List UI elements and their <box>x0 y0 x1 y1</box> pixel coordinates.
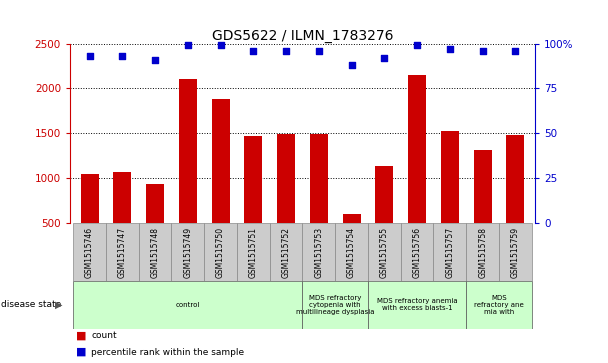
Point <box>282 48 291 54</box>
Bar <box>113 172 131 268</box>
Text: ■: ■ <box>76 347 86 357</box>
Bar <box>237 223 270 281</box>
Text: GSM1515747: GSM1515747 <box>118 227 127 278</box>
Text: MDS
refractory ane
mia with: MDS refractory ane mia with <box>474 295 524 315</box>
Text: GSM1515753: GSM1515753 <box>314 227 323 278</box>
Point <box>347 62 356 68</box>
Text: control: control <box>176 302 200 308</box>
Bar <box>277 134 295 268</box>
Title: GDS5622 / ILMN_1783276: GDS5622 / ILMN_1783276 <box>212 29 393 42</box>
Bar <box>73 281 302 329</box>
Bar <box>368 281 466 329</box>
Bar <box>310 134 328 268</box>
Text: MDS refractory
cytopenia with
multilineage dysplasia: MDS refractory cytopenia with multilinea… <box>296 295 375 315</box>
Bar <box>466 223 499 281</box>
Text: GSM1515757: GSM1515757 <box>446 227 454 278</box>
Bar <box>499 223 532 281</box>
Text: GSM1515758: GSM1515758 <box>478 227 487 278</box>
Text: GSM1515750: GSM1515750 <box>216 227 225 278</box>
Text: GSM1515755: GSM1515755 <box>380 227 389 278</box>
Point <box>445 46 455 52</box>
Bar <box>204 223 237 281</box>
Bar <box>270 223 303 281</box>
Text: GSM1515746: GSM1515746 <box>85 227 94 278</box>
Bar <box>81 174 98 268</box>
Bar <box>139 223 171 281</box>
Text: percentile rank within the sample: percentile rank within the sample <box>91 348 244 356</box>
Bar <box>474 151 492 268</box>
Bar <box>335 223 368 281</box>
Text: GSM1515756: GSM1515756 <box>413 227 421 278</box>
Point <box>379 55 389 61</box>
Bar <box>244 136 263 268</box>
Bar <box>408 75 426 268</box>
Text: ▶: ▶ <box>55 300 63 310</box>
Point <box>117 53 127 59</box>
Bar <box>466 281 532 329</box>
Bar <box>506 135 524 268</box>
Point <box>216 42 226 48</box>
Bar <box>146 184 164 268</box>
Point <box>183 42 193 48</box>
Point <box>249 48 258 54</box>
Point <box>511 48 520 54</box>
Bar <box>106 223 139 281</box>
Bar <box>171 223 204 281</box>
Bar <box>375 166 393 268</box>
Text: GSM1515754: GSM1515754 <box>347 227 356 278</box>
Bar <box>441 131 459 268</box>
Text: GSM1515752: GSM1515752 <box>282 227 291 278</box>
Bar <box>401 223 434 281</box>
Text: GSM1515748: GSM1515748 <box>151 227 159 278</box>
Text: GSM1515751: GSM1515751 <box>249 227 258 278</box>
Point <box>412 42 422 48</box>
Text: count: count <box>91 331 117 340</box>
Point <box>150 57 160 63</box>
Bar <box>342 214 361 268</box>
Bar <box>368 223 401 281</box>
Text: MDS refractory anemia
with excess blasts-1: MDS refractory anemia with excess blasts… <box>377 298 457 311</box>
Bar <box>302 281 368 329</box>
Bar <box>212 99 230 268</box>
Bar <box>73 223 106 281</box>
Text: GSM1515749: GSM1515749 <box>184 227 192 278</box>
Bar <box>302 223 335 281</box>
Text: GSM1515759: GSM1515759 <box>511 227 520 278</box>
Point <box>314 48 323 54</box>
Bar <box>434 223 466 281</box>
Point <box>478 48 488 54</box>
Text: disease state: disease state <box>1 301 61 309</box>
Text: ■: ■ <box>76 331 86 341</box>
Bar <box>179 79 197 268</box>
Point <box>85 53 94 59</box>
